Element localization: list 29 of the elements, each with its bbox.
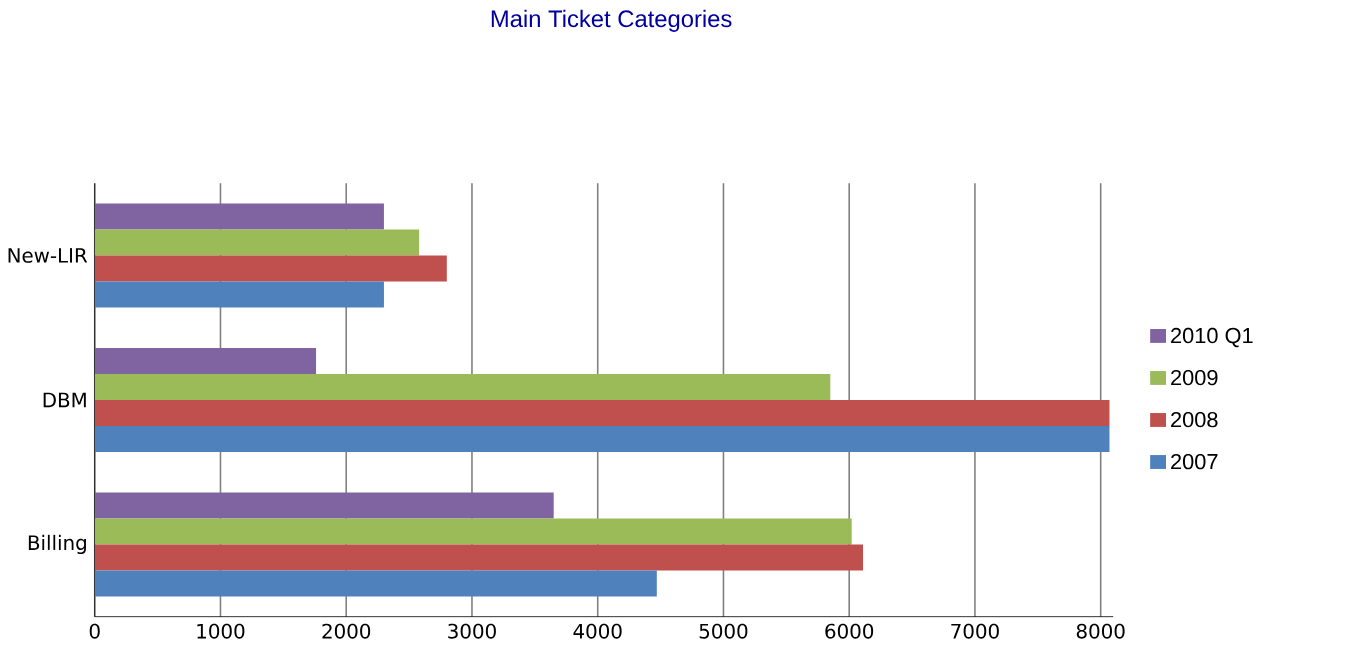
bar [94, 255, 447, 282]
bar [94, 425, 1110, 452]
legend-label: 2008 [1171, 411, 1218, 428]
bar [94, 281, 384, 308]
x-tick-label: 0 [89, 623, 100, 639]
x-tick-label: 4000 [573, 623, 622, 639]
bar [94, 203, 384, 230]
y-tick-label: Billing [28, 534, 86, 554]
bar [94, 229, 420, 256]
x-tick-label: 6000 [825, 623, 874, 639]
x-tick-label: 8000 [1076, 623, 1125, 639]
bar [94, 492, 554, 519]
legend-label: 2009 [1171, 369, 1218, 386]
chart-title: Main Ticket Categories [491, 9, 732, 32]
bar [94, 518, 852, 545]
legend-label: 2007 [1171, 453, 1218, 470]
x-tick-label: 3000 [448, 623, 496, 639]
y-tick-label: New-LIR [8, 247, 88, 263]
bar [94, 544, 864, 571]
x-tick-label: 1000 [197, 623, 245, 639]
y-tick-label: DBM [43, 392, 86, 408]
bar [94, 570, 657, 597]
x-tick-label: 5000 [699, 623, 748, 639]
x-tick-label: 2000 [322, 623, 371, 639]
bar [94, 373, 831, 400]
bar [94, 347, 317, 374]
x-tick-label: 7000 [951, 623, 999, 639]
bar [94, 399, 1110, 426]
legend-label: 2010 Q1 [1171, 327, 1253, 348]
